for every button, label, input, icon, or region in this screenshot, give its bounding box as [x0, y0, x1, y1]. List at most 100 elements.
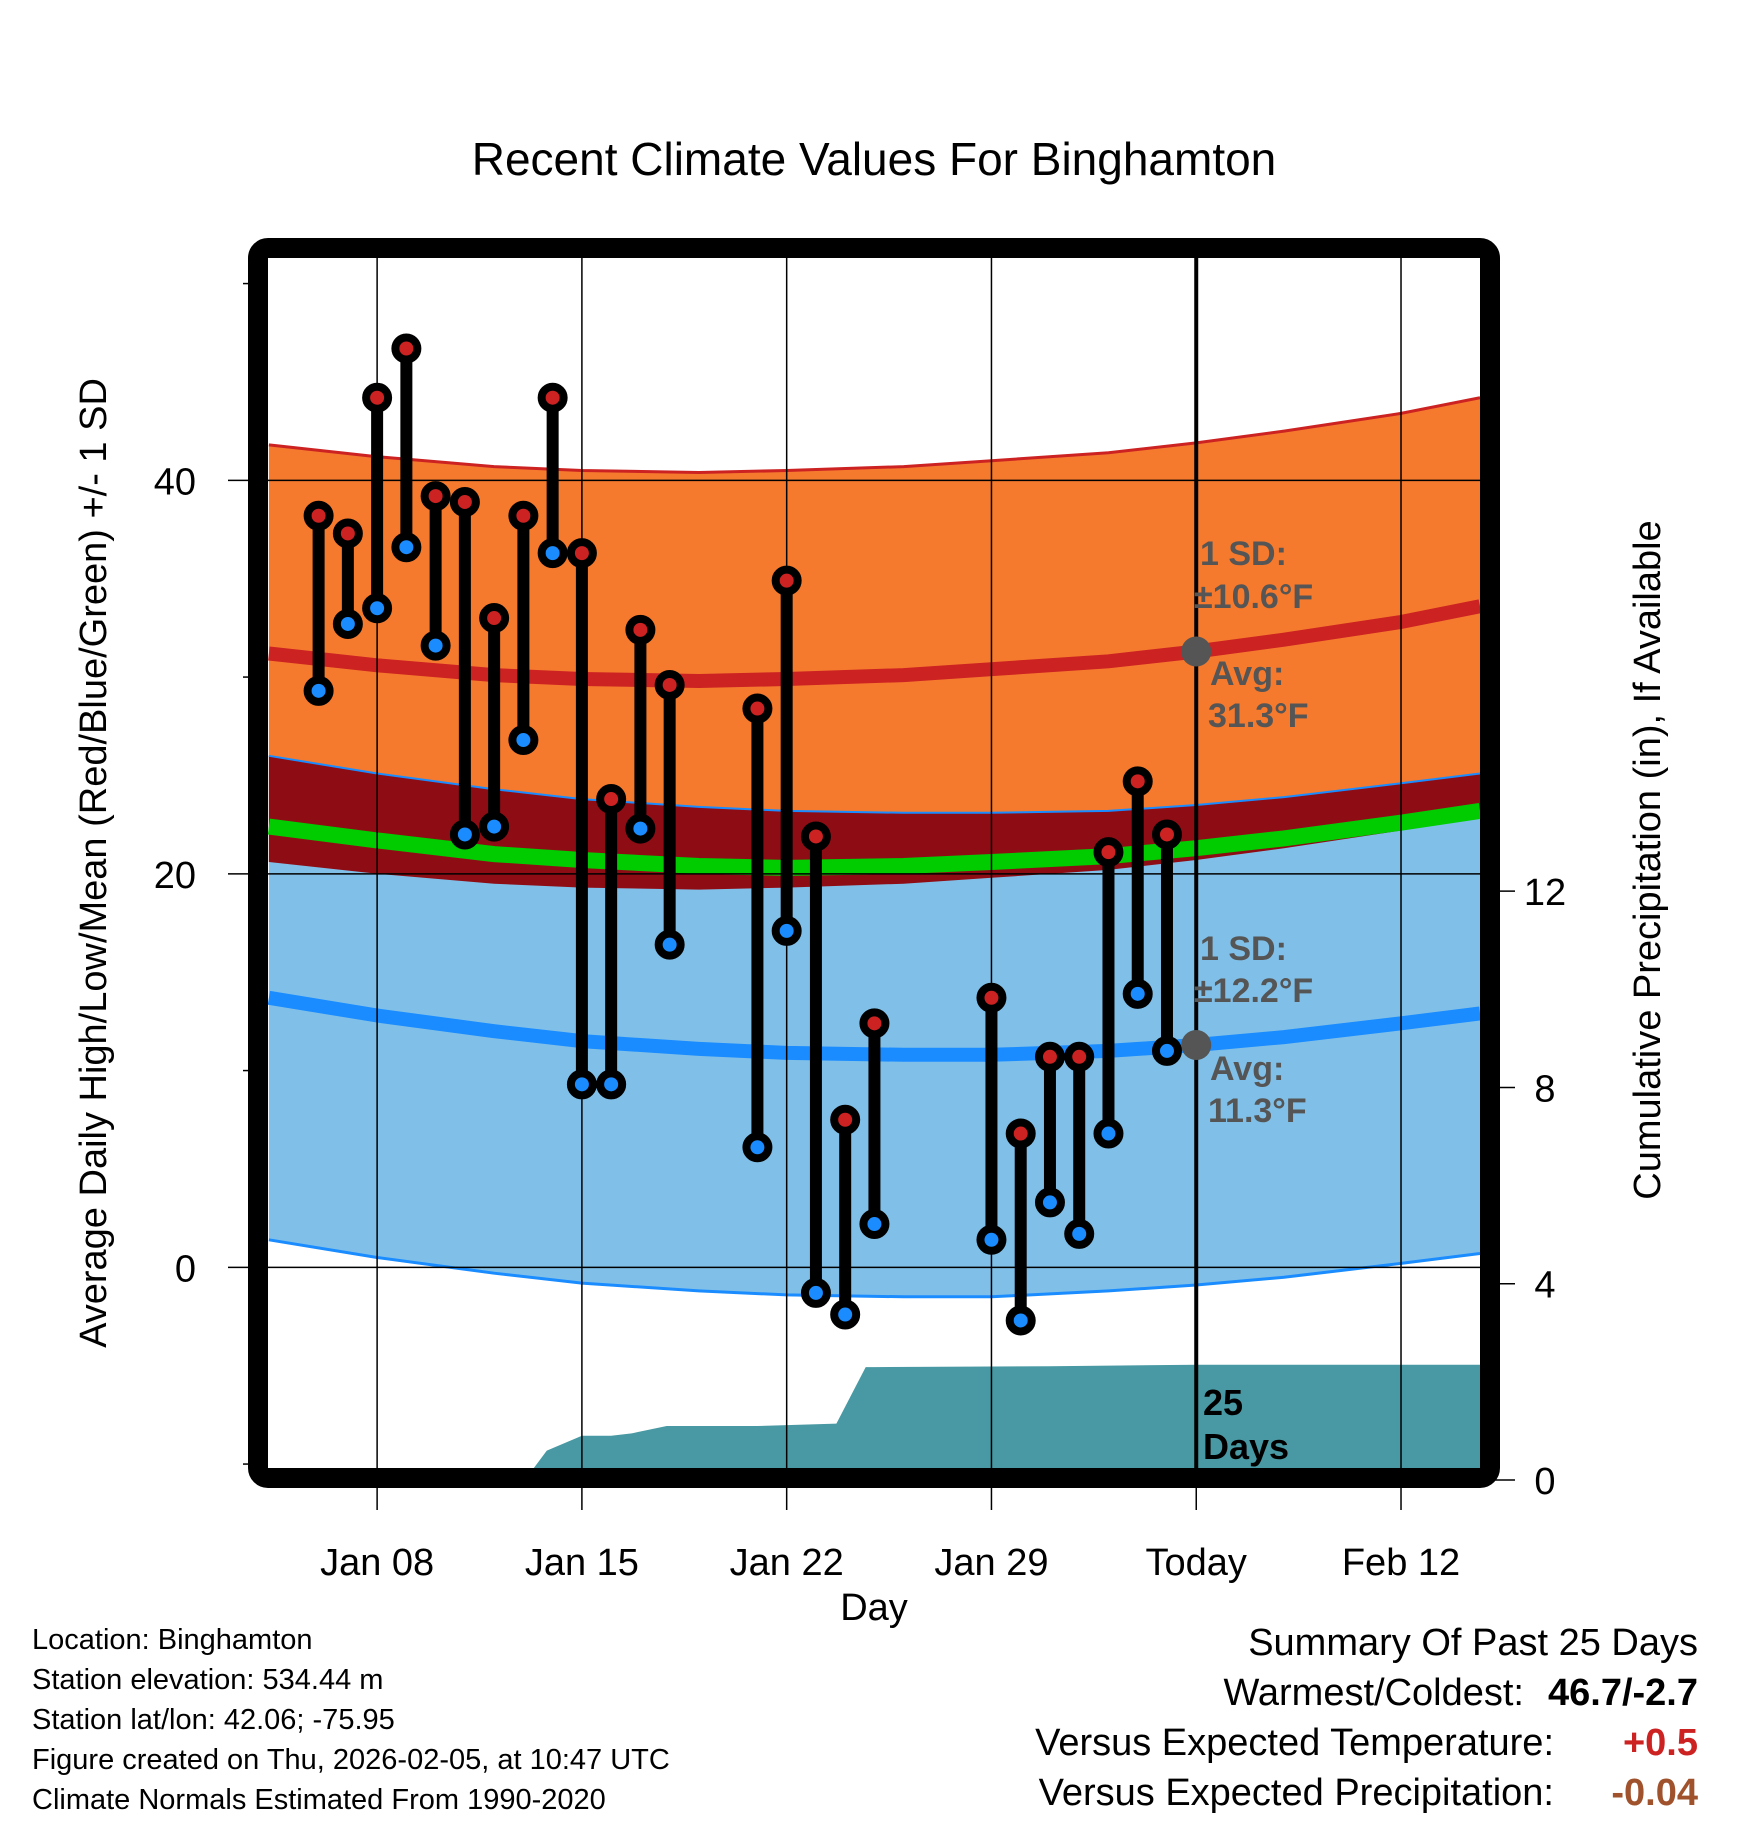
daily-high-point — [976, 982, 1007, 1013]
daily-high-point — [830, 1104, 861, 1135]
daily-high-point — [566, 538, 597, 569]
daily-high-point — [1122, 766, 1153, 797]
y-tick-label: 20 — [154, 855, 196, 897]
high-sd-upper-line — [268, 396, 1480, 475]
low-avg-value: 11.3°F — [1208, 1092, 1307, 1130]
days-count-word: Days — [1203, 1426, 1289, 1467]
daily-low-point — [1151, 1035, 1182, 1066]
daily-low-point — [1122, 978, 1153, 1009]
y-right-tick-label: 0 — [1534, 1461, 1555, 1503]
daily-low-point — [391, 532, 422, 563]
normals-text: Climate Normals Estimated From 1990-2020 — [32, 1784, 606, 1816]
low-avg-label: Avg: — [1210, 1050, 1284, 1088]
y-tick-label: 40 — [154, 461, 196, 503]
daily-low-point — [1034, 1187, 1065, 1218]
temp-diff-value: +0.5 — [1622, 1722, 1698, 1764]
daily-low-point — [449, 819, 480, 850]
daily-marks — [303, 333, 1182, 1336]
daily-high-point — [625, 614, 656, 645]
warm-cold-value: 46.7/-2.7 — [1548, 1672, 1698, 1714]
daily-high-point — [1064, 1041, 1095, 1072]
daily-high-point — [596, 784, 627, 815]
daily-high-point — [332, 518, 363, 549]
daily-low-point — [625, 813, 656, 844]
daily-high-point — [859, 1008, 890, 1039]
daily-high-point — [508, 500, 539, 531]
summary-temp: Versus Expected Temperature: +0.5 — [1035, 1718, 1698, 1768]
daily-low-point — [537, 538, 568, 569]
annotations: 1 SD: ±10.6°F Avg: 31.3°F 1 SD: ±12.2°F … — [1194, 535, 1313, 1467]
daily-high-point — [303, 500, 334, 531]
mean-line — [268, 802, 1480, 876]
summary-warm-cold: Warmest/Coldest: 46.7/-2.7 — [1035, 1668, 1698, 1718]
today-low-avg-marker — [1181, 1029, 1212, 1060]
location-text: Location: Binghamton — [32, 1624, 313, 1656]
daily-low-point — [303, 675, 334, 706]
summary-panel: Summary Of Past 25 Days Warmest/Coldest:… — [1035, 1618, 1698, 1818]
daily-low-point — [1093, 1118, 1124, 1149]
low-avg-line — [268, 990, 1480, 1062]
today-high-avg-marker — [1181, 636, 1212, 667]
x-tick-label: Jan 22 — [730, 1542, 844, 1584]
daily-low-point — [508, 725, 539, 756]
elevation-text: Station elevation: 534.44 m — [32, 1664, 384, 1696]
x-tick-label: Today — [1146, 1542, 1247, 1584]
created-text: Figure created on Thu, 2026-02-05, at 10… — [32, 1744, 670, 1776]
daily-high-point — [742, 693, 773, 724]
high-avg-label: Avg: — [1210, 655, 1284, 693]
high-sd-label: 1 SD: — [1200, 535, 1287, 573]
daily-low-point — [362, 593, 393, 624]
daily-low-point — [420, 630, 451, 661]
summary-title: Summary Of Past 25 Days — [1248, 1622, 1698, 1664]
daily-low-point — [1064, 1218, 1095, 1249]
x-tick-label: Jan 15 — [525, 1542, 639, 1584]
daily-high-point — [391, 333, 422, 364]
precip-diff-label: Versus Expected Precipitation: — [1038, 1772, 1554, 1814]
low-sd-lower-line — [268, 1238, 1480, 1299]
daily-high-point — [1005, 1118, 1036, 1149]
chart-title: Recent Climate Values For Binghamton — [472, 133, 1277, 185]
warm-cold-label: Warmest/Coldest: — [1223, 1672, 1524, 1714]
x-tick-label: Jan 29 — [934, 1542, 1048, 1584]
precip-diff-value: -0.04 — [1611, 1772, 1698, 1814]
daily-low-point — [479, 811, 510, 842]
station-info: Location: Binghamton Station elevation: … — [32, 1620, 670, 1820]
y-axis-label-left: Average Daily High/Low/Mean (Red/Blue/Gr… — [73, 378, 115, 1348]
x-axis-label: Day — [840, 1587, 908, 1629]
temp-diff-label: Versus Expected Temperature: — [1035, 1722, 1554, 1764]
summary-precip: Versus Expected Precipitation: -0.04 — [1035, 1768, 1698, 1818]
y-axis-label-right: Cumulative Precipitation (in), If Availa… — [1627, 520, 1669, 1199]
today-layer — [1181, 258, 1212, 1468]
days-count-number: 25 — [1203, 1382, 1243, 1423]
daily-low-point — [596, 1069, 627, 1100]
daily-low-point — [771, 915, 802, 946]
high-sd-value: ±10.6°F — [1194, 578, 1313, 616]
daily-high-point — [771, 565, 802, 596]
y-right-tick-label: 12 — [1524, 872, 1566, 914]
low-sd-label: 1 SD: — [1200, 930, 1287, 968]
x-tick-label: Feb 12 — [1342, 1542, 1460, 1584]
daily-high-point — [479, 603, 510, 634]
daily-high-point — [537, 382, 568, 413]
y-right-tick-label: 4 — [1534, 1265, 1555, 1307]
high-avg-value: 31.3°F — [1208, 697, 1309, 735]
daily-low-point — [1005, 1305, 1036, 1336]
daily-high-point — [1034, 1041, 1065, 1072]
plot-frame — [248, 238, 1500, 1488]
daily-low-point — [654, 929, 685, 960]
x-tick-label: Jan 08 — [320, 1542, 434, 1584]
y-right-tick-label: 8 — [1534, 1068, 1555, 1110]
daily-low-point — [800, 1277, 831, 1308]
daily-high-point — [449, 486, 480, 517]
low-sd-value: ±12.2°F — [1194, 972, 1313, 1010]
daily-low-point — [976, 1224, 1007, 1255]
daily-high-point — [362, 382, 393, 413]
daily-low-point — [859, 1209, 890, 1240]
precip-area — [533, 1364, 1480, 1468]
daily-low-point — [830, 1299, 861, 1330]
daily-low-point — [332, 608, 363, 639]
plot-area — [268, 396, 1480, 1468]
daily-high-point — [1151, 819, 1182, 850]
daily-high-point — [1093, 837, 1124, 868]
